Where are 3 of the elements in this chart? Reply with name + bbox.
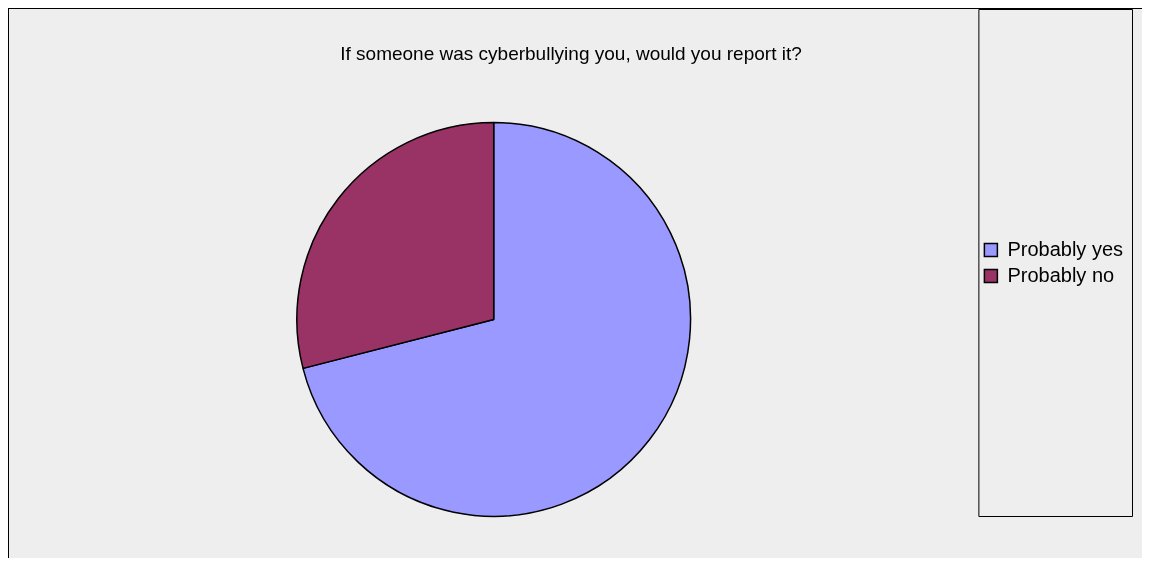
chart-title: If someone was cyberbullying you, would you report it? (340, 42, 802, 64)
legend-label: Probably yes (1007, 237, 1124, 260)
legend-label: Probably no (1007, 263, 1115, 286)
